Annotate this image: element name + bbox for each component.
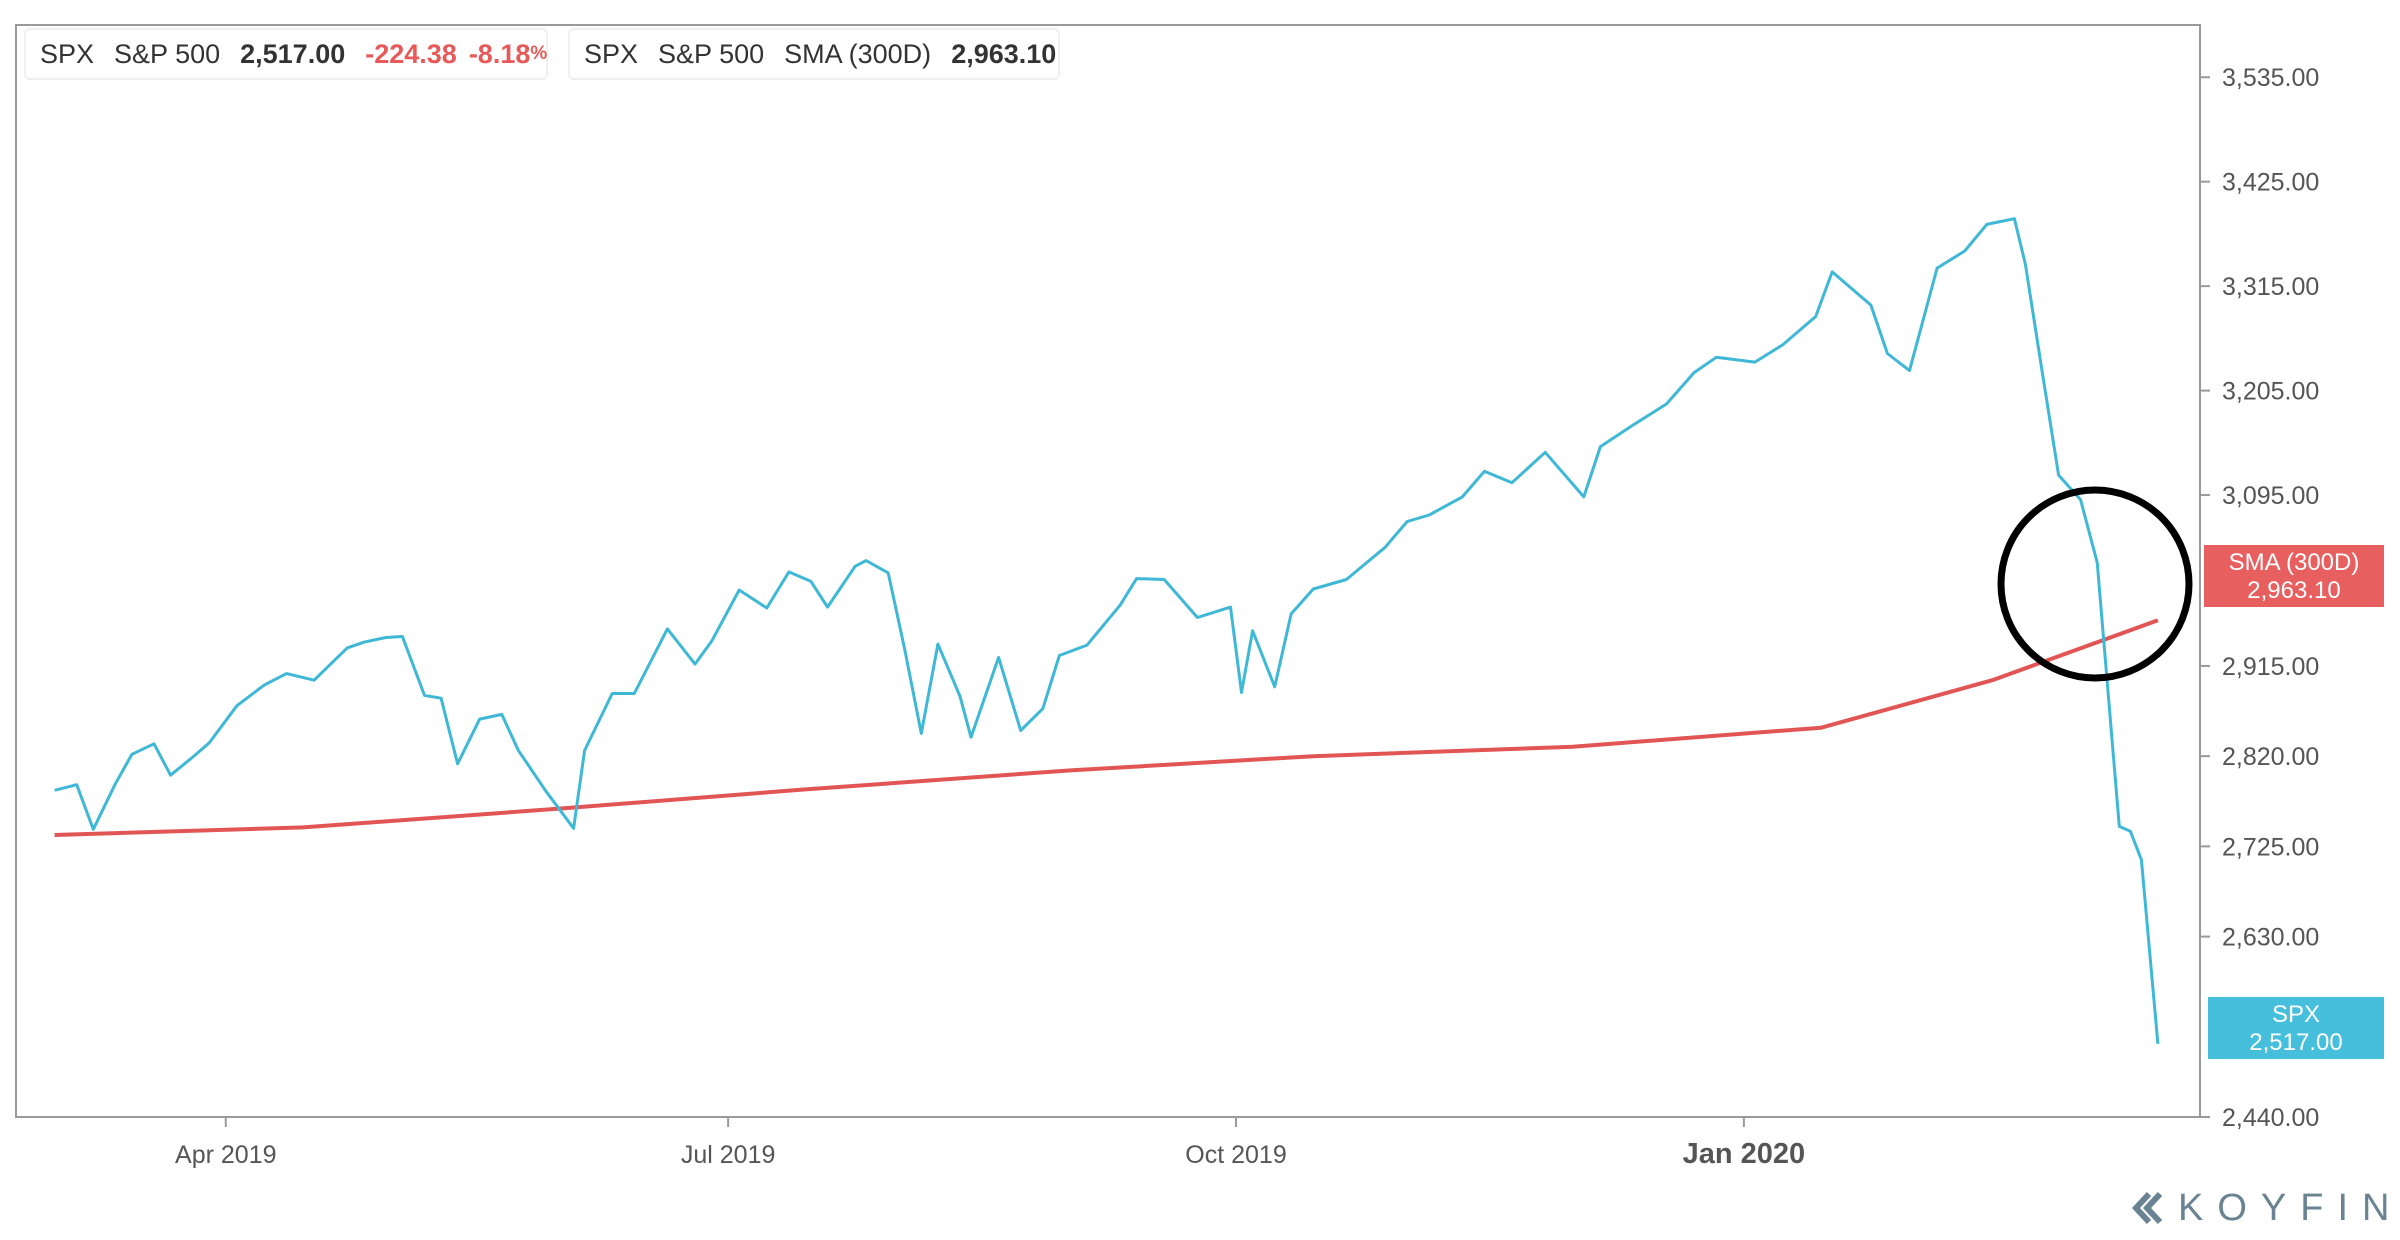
series-line-spx bbox=[54, 217, 2160, 1045]
legend-sma-indicator: SMA (300D) bbox=[784, 38, 932, 69]
plot-frame bbox=[15, 24, 2201, 1118]
series-spx bbox=[54, 217, 2160, 1045]
y-tick-label: 3,425.00 bbox=[2222, 169, 2319, 197]
x-axis: Apr 2019 Jul 2019 Oct 2019 Jan 2020 bbox=[175, 1117, 1805, 1170]
x-tick-label: Apr 2019 bbox=[175, 1141, 276, 1169]
y-tick-label: 2,630.00 bbox=[2222, 924, 2319, 952]
sma-price-tag: SMA (300D) 2,963.10 bbox=[2204, 545, 2384, 607]
y-tick-label: 2,725.00 bbox=[2222, 833, 2319, 861]
koyfin-brand-text: KOYFIN bbox=[2178, 1186, 2400, 1229]
y-tick-label: 3,095.00 bbox=[2222, 482, 2319, 510]
spx-price-tag-label: SPX bbox=[2271, 1001, 2321, 1028]
legend-sma-value: 2,963.10 bbox=[951, 38, 1057, 69]
x-tick-label: Jul 2019 bbox=[681, 1141, 776, 1169]
sma-price-tag-label: SMA (300D) bbox=[2228, 549, 2360, 576]
highlight-circle-annotation bbox=[1997, 486, 2193, 682]
legend-spx-ticker: SPX bbox=[40, 38, 95, 69]
y-tick-label: 3,205.00 bbox=[2222, 378, 2319, 406]
x-tick-label: Oct 2019 bbox=[1185, 1141, 1286, 1169]
y-tick-label: 3,535.00 bbox=[2222, 64, 2319, 92]
legend-sma-ticker: SPX bbox=[584, 38, 639, 69]
y-tick-label: 2,440.00 bbox=[2222, 1104, 2319, 1132]
y-tick-label: 3,315.00 bbox=[2222, 273, 2319, 301]
y-tick-label: 2,820.00 bbox=[2222, 743, 2319, 771]
legend-spx-change-pct: -8.18 bbox=[468, 38, 531, 69]
legend-spx-pct-sign: % bbox=[530, 43, 548, 64]
legend-sma-name: S&P 500 bbox=[658, 38, 765, 69]
series-line-sma-300d- bbox=[54, 618, 2159, 837]
sma-price-tag-value: 2,963.10 bbox=[2247, 577, 2341, 604]
legend-spx-name: S&P 500 bbox=[114, 38, 221, 69]
koyfin-brand[interactable]: KOYFIN bbox=[2132, 1186, 2400, 1230]
legend-spx[interactable]: SPX S&P 500 2,517.00 -224.38 -8.18 % bbox=[24, 28, 548, 80]
y-tick-label: 2,915.00 bbox=[2222, 653, 2319, 681]
spx-price-tag-value: 2,517.00 bbox=[2249, 1029, 2343, 1056]
koyfin-logo-icon bbox=[2132, 1191, 2163, 1225]
y-axis: 3,535.00 3,425.00 3,315.00 3,205.00 3,095.00… bbox=[2200, 64, 2319, 1132]
legend-sma[interactable]: SPX S&P 500 SMA (300D) 2,963.10 bbox=[568, 28, 1060, 80]
legend-spx-change: -224.38 bbox=[365, 38, 457, 69]
spx-price-tag: SPX 2,517.00 bbox=[2208, 997, 2384, 1059]
x-tick-label: Jan 2020 bbox=[1683, 1138, 1806, 1170]
series-sma bbox=[54, 618, 2159, 837]
legend-spx-price: 2,517.00 bbox=[240, 38, 346, 69]
